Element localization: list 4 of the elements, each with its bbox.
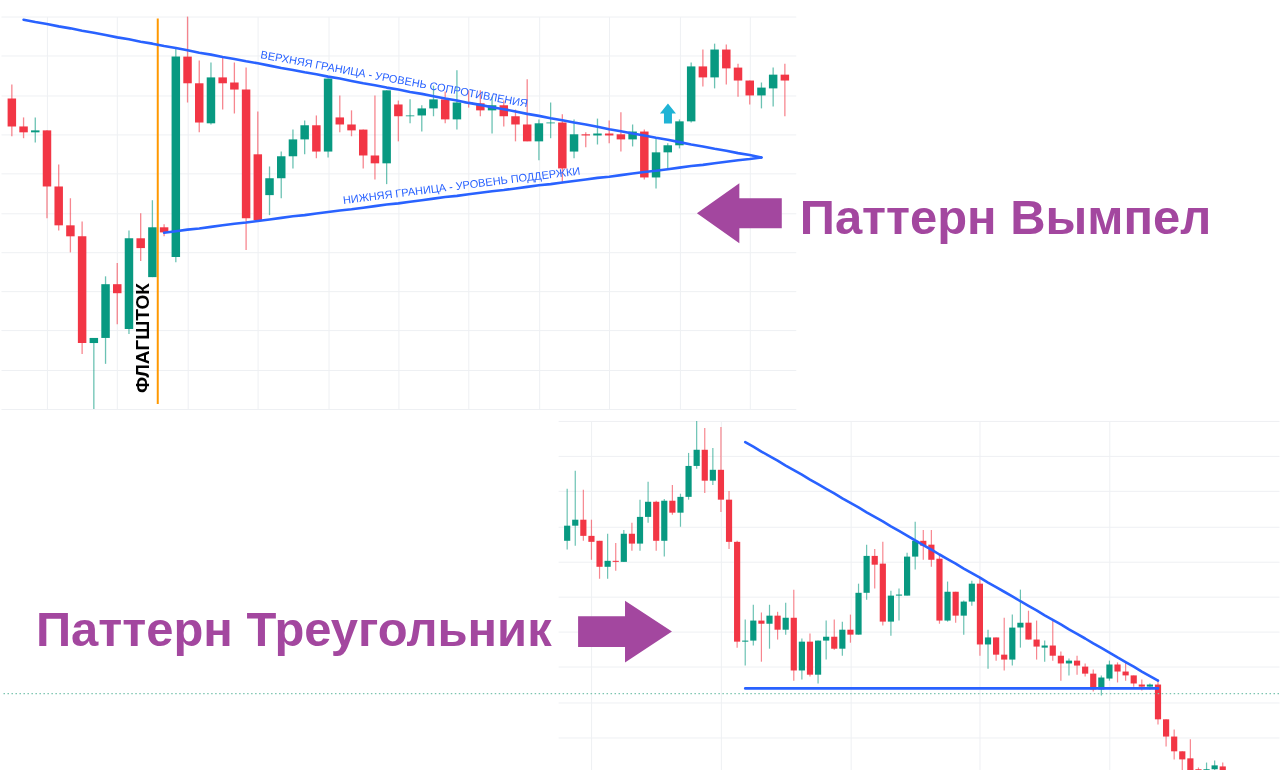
text: Паттерн Вымпел	[799, 190, 1212, 245]
text: НИЖНЯЯ ГРАНИЦА - УРОВЕНЬ ПОДДЕРЖКИ	[342, 164, 581, 206]
text: Паттерн Треугольник	[35, 601, 553, 656]
annotation: ФЛАГШТОК	[131, 282, 153, 393]
